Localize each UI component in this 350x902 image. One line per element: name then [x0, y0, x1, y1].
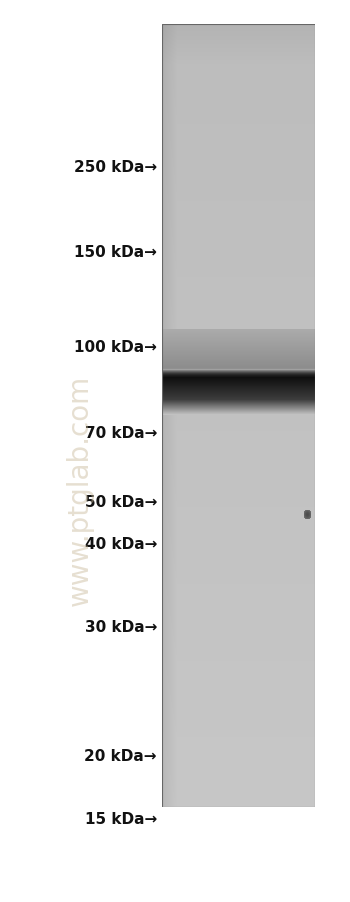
Text: 20 kDa→: 20 kDa→ — [84, 749, 157, 764]
Text: 150 kDa→: 150 kDa→ — [74, 245, 157, 260]
Text: 30 kDa→: 30 kDa→ — [85, 620, 157, 635]
Text: 50 kDa→: 50 kDa→ — [85, 495, 157, 510]
Bar — [162, 25, 315, 807]
Text: 250 kDa→: 250 kDa→ — [74, 161, 157, 175]
Text: 100 kDa→: 100 kDa→ — [74, 340, 157, 355]
Text: 70 kDa→: 70 kDa→ — [85, 426, 157, 441]
Text: www.ptglab.com: www.ptglab.com — [66, 374, 94, 605]
Text: MCF-7: MCF-7 — [206, 57, 271, 77]
Text: 40 kDa→: 40 kDa→ — [85, 537, 157, 552]
Text: 15 kDa→: 15 kDa→ — [85, 812, 157, 826]
